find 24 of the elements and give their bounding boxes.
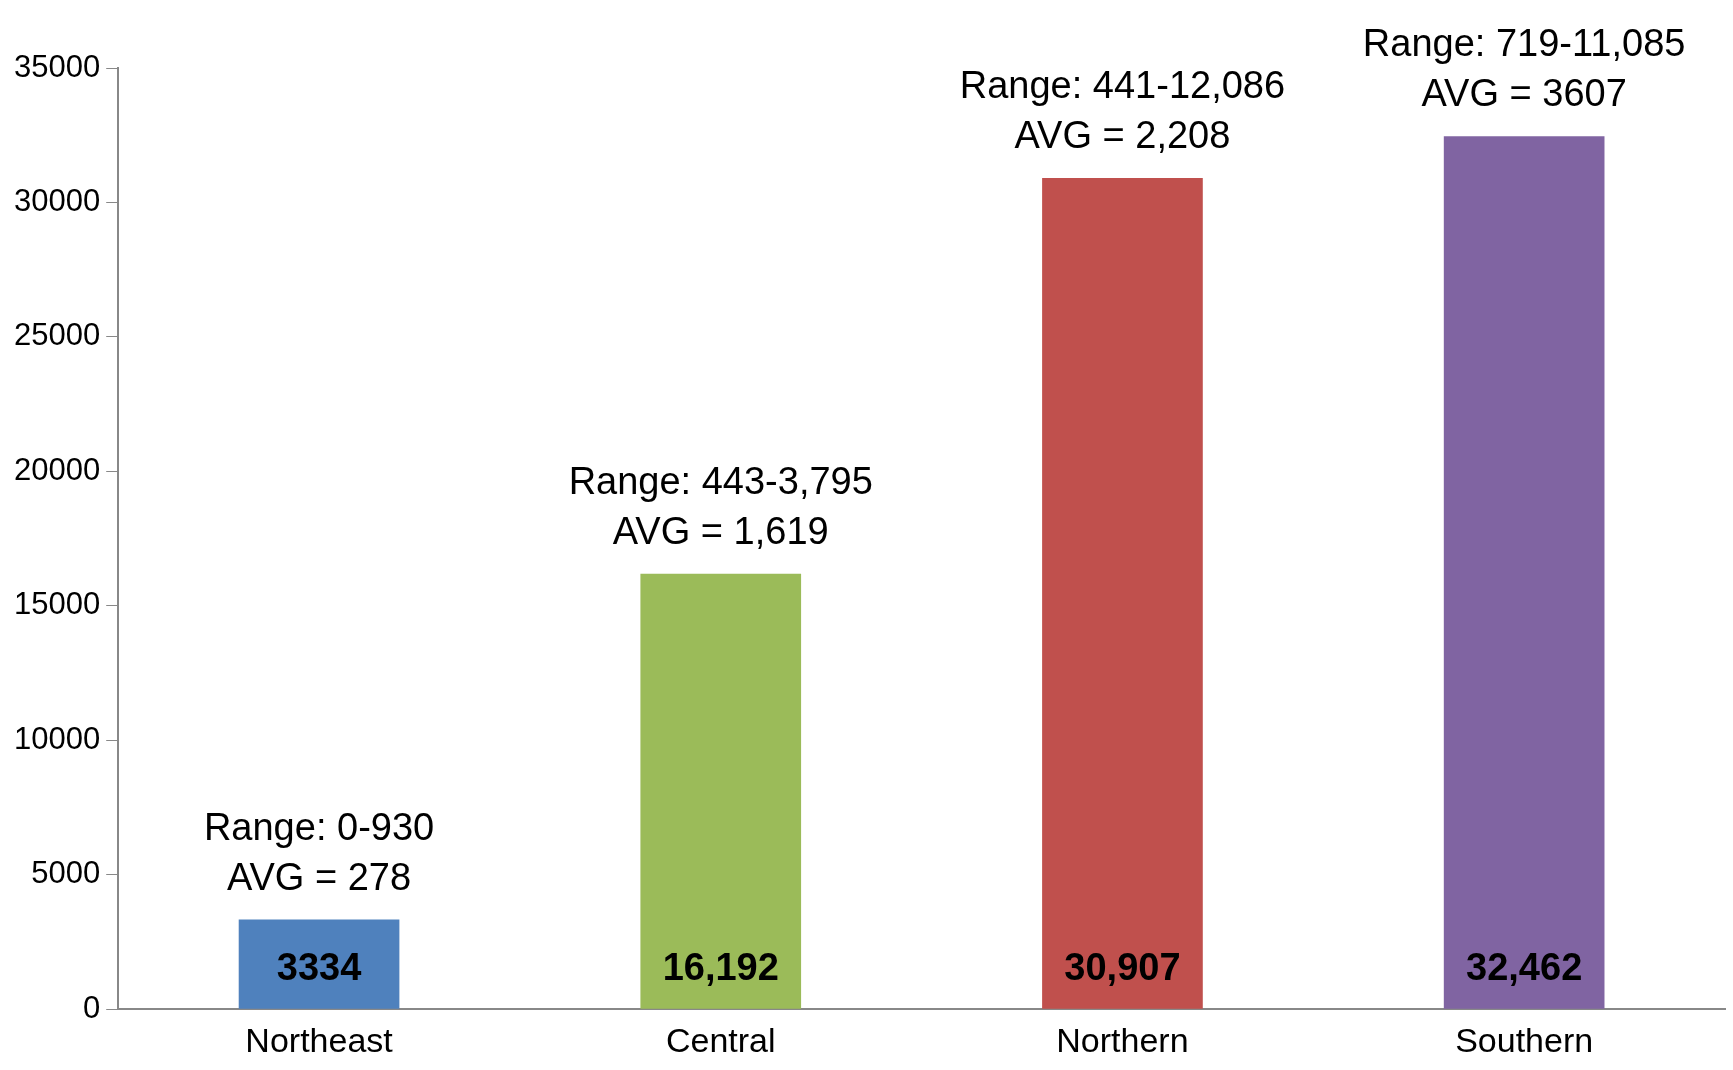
x-tick-label: Central xyxy=(665,1020,776,1059)
annotation: Range: 443-3,795 AVG = 1,619 xyxy=(568,459,873,552)
x-tick-label: Northeast xyxy=(245,1020,394,1059)
annotation: Range: 719-11,085 AVG = 3607 xyxy=(1362,22,1686,115)
y-tick-label: 30000 xyxy=(13,183,101,218)
y-tick-label: 5000 xyxy=(31,855,101,891)
bar xyxy=(1042,178,1203,1009)
y-tick-label: 15000 xyxy=(13,586,101,622)
data-label: 32,462 xyxy=(1466,945,1583,988)
y-tick-label: 25000 xyxy=(13,317,101,353)
y-tick-label: 0 xyxy=(82,989,101,1025)
bar xyxy=(640,573,802,1009)
y-tick-label: 35000 xyxy=(13,48,101,84)
data-label: 16,192 xyxy=(662,945,779,988)
bar xyxy=(1443,136,1605,1009)
y-tick-label: 20000 xyxy=(13,451,101,487)
annotation: Range: 0-930 AVG = 278 xyxy=(203,805,435,898)
x-tick-label: Northern xyxy=(1056,1020,1189,1059)
x-tick-label: Southern xyxy=(1455,1020,1594,1059)
annotation: Range: 441-12,086 AVG = 2,208 xyxy=(959,64,1286,157)
y-tick-label: 10000 xyxy=(13,720,101,756)
data-label: 3334 xyxy=(276,945,362,988)
bar xyxy=(238,919,400,1009)
data-label: 30,907 xyxy=(1064,945,1181,988)
